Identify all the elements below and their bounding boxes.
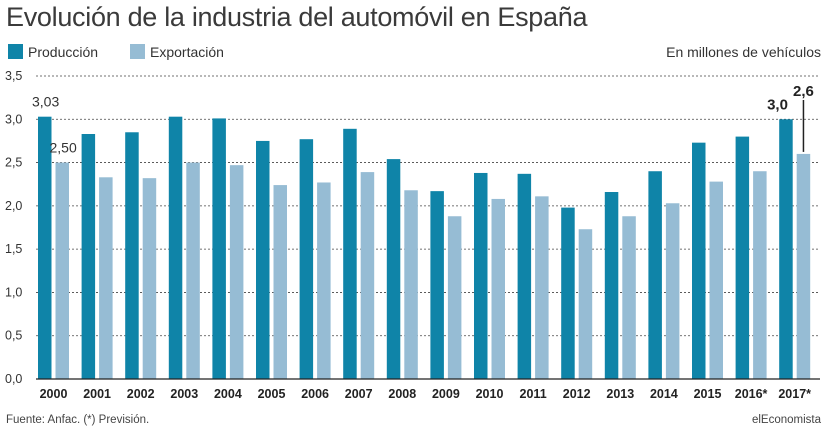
bar-produccion <box>386 159 401 379</box>
bar-produccion <box>81 134 96 379</box>
bar-produccion <box>604 192 619 379</box>
bar-produccion <box>299 139 314 379</box>
y-tick-label: 2,0 <box>5 199 22 213</box>
bar-exportacion <box>229 165 244 379</box>
x-tick-label: 2001 <box>83 387 111 401</box>
bar-exportacion <box>622 216 636 379</box>
x-tick-label: 2013 <box>606 387 634 401</box>
bar-produccion <box>517 173 532 379</box>
bar-exportacion <box>273 185 287 379</box>
y-tick-label: 1,0 <box>5 285 22 299</box>
bar-exportacion <box>186 162 200 379</box>
bar-exportacion <box>447 216 462 379</box>
bar-exportacion <box>753 171 767 379</box>
bar-produccion <box>430 191 444 379</box>
legend-label-produccion: Producción <box>28 44 99 60</box>
brand-label: elEconomista <box>751 414 821 426</box>
data-label: 2,6 <box>793 83 814 100</box>
bar-produccion <box>343 128 357 379</box>
bar-produccion <box>256 140 270 379</box>
bar-exportacion <box>55 162 69 379</box>
x-tick-label: 2006 <box>301 387 329 401</box>
x-tick-label: 2005 <box>258 387 286 401</box>
x-tick-label: 2011 <box>520 387 547 401</box>
x-tick-label: 2017* <box>778 387 811 401</box>
x-tick-label: 2015 <box>694 387 722 401</box>
bar-exportacion <box>99 177 113 379</box>
y-tick-label: 3,0 <box>5 112 22 126</box>
bar-exportacion <box>535 196 549 379</box>
x-tick-label: 2000 <box>40 387 68 401</box>
bar-produccion <box>648 171 662 379</box>
source-note: Fuente: Anfac. (*) Previsión. <box>6 414 150 426</box>
unit-label: En millones de vehículos <box>666 44 821 60</box>
y-tick-label: 3,5 <box>5 69 22 83</box>
legend-label-exportacion: Exportación <box>150 44 224 60</box>
bar-exportacion <box>360 172 375 379</box>
legend-item-produccion: Producción <box>8 44 98 60</box>
x-tick-label: 2010 <box>476 387 504 401</box>
x-tick-label: 2002 <box>127 387 155 401</box>
bar-exportacion <box>578 229 593 379</box>
bar-exportacion <box>796 153 811 379</box>
bar-produccion <box>692 142 706 379</box>
bar-produccion <box>212 118 226 380</box>
y-tick-label: 1,5 <box>5 242 22 256</box>
x-tick-label: 2003 <box>170 387 198 401</box>
bar-produccion <box>474 172 488 379</box>
x-tick-label: 2007 <box>345 387 373 401</box>
legend-swatch-produccion <box>8 44 23 59</box>
bar-exportacion <box>404 190 418 379</box>
bar-produccion <box>125 132 139 379</box>
bar-exportacion <box>665 203 680 379</box>
bar-produccion <box>561 207 575 379</box>
x-tick-label: 2008 <box>388 387 416 401</box>
bar-produccion <box>779 119 793 380</box>
x-tick-label: 2009 <box>432 387 460 401</box>
data-label: 2,50 <box>50 140 77 156</box>
bar-exportacion <box>142 178 157 379</box>
x-tick-label: 2012 <box>563 387 591 401</box>
x-tick-label: 2016* <box>735 387 768 401</box>
bar-produccion <box>735 136 750 379</box>
y-tick-label: 0,0 <box>5 372 22 386</box>
data-label: 3,0 <box>767 96 788 113</box>
bar-produccion <box>168 116 183 379</box>
chart-title: Evolución de la industria del automóvil … <box>6 2 588 32</box>
data-label: 3,03 <box>32 94 59 110</box>
y-tick-label: 2,5 <box>5 156 22 170</box>
x-tick-label: 2014 <box>650 387 678 401</box>
y-tick-label: 0,5 <box>5 329 22 343</box>
bar-exportacion <box>317 182 331 379</box>
bar-exportacion <box>709 181 723 379</box>
bar-produccion <box>38 116 52 379</box>
x-tick-label: 2004 <box>214 387 242 401</box>
legend-item-exportacion: Exportación <box>130 44 224 60</box>
bar-exportacion <box>491 198 505 379</box>
legend-swatch-exportacion <box>130 44 145 59</box>
